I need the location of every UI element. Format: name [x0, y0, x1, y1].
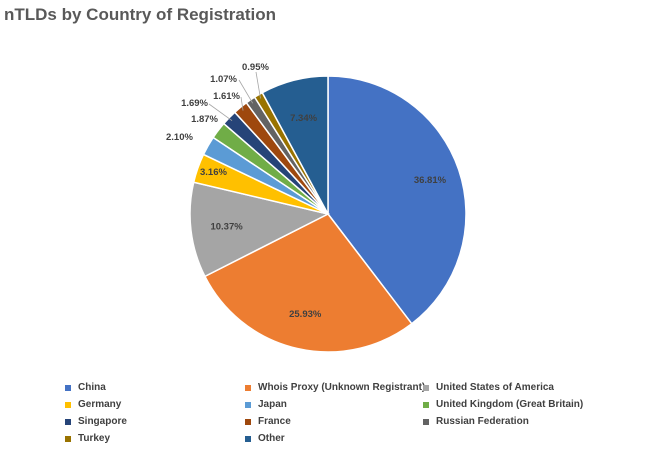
- data-label-singapore: 1.69%: [181, 98, 208, 109]
- leader-line-russian-federation: [238, 79, 254, 104]
- legend-item-france: France: [245, 416, 291, 427]
- data-label-other: 7.34%: [290, 113, 317, 124]
- pie-slice-united-states-of-america: [189, 181, 331, 278]
- chart-title: nTLDs by Country of Registration: [4, 5, 276, 24]
- legend-label: Turkey: [78, 433, 111, 444]
- data-label-russian-federation: 1.07%: [210, 74, 237, 85]
- legend-item-singapore: Singapore: [65, 416, 127, 427]
- legend-item-united-kingdom-great-britain: United Kingdom (Great Britain): [423, 399, 583, 410]
- legend-item-turkey: Turkey: [65, 433, 110, 444]
- legend-swatch: [245, 435, 251, 442]
- legend-swatch: [65, 418, 71, 425]
- legend-label: Germany: [78, 399, 122, 410]
- legend-swatch: [423, 384, 429, 391]
- legend-swatch: [245, 401, 251, 408]
- legend-label: United States of America: [436, 382, 554, 393]
- legend-item-germany: Germany: [65, 399, 121, 410]
- legend-swatch: [423, 401, 429, 408]
- data-label-united-states-of-america: 10.37%: [210, 222, 243, 233]
- leader-lines: [208, 71, 261, 121]
- legend-item-china: China: [65, 382, 106, 393]
- data-label-china: 36.81%: [414, 175, 447, 186]
- legend-swatch: [65, 401, 71, 408]
- pie-slice-china: [327, 75, 467, 325]
- legend-swatch: [423, 418, 429, 425]
- leader-line-france: [240, 96, 244, 111]
- legend-label: Other: [258, 433, 285, 444]
- data-label-whois-proxy-unknown-registrant: 25.93%: [289, 309, 322, 320]
- legend-label: France: [258, 416, 291, 427]
- legend-item-united-states-of-america: United States of America: [423, 382, 554, 393]
- legend-item-japan: Japan: [245, 399, 287, 410]
- data-label-france: 1.61%: [213, 91, 240, 102]
- legend-item-other: Other: [245, 433, 285, 444]
- legend-swatch: [65, 435, 71, 442]
- legend-swatch: [65, 384, 71, 391]
- leader-line-turkey: [255, 71, 261, 99]
- legend-label: Singapore: [78, 416, 127, 427]
- data-label-germany: 3.16%: [200, 167, 227, 178]
- legend-swatch: [245, 384, 251, 391]
- data-label-united-kingdom-great-britain: 1.87%: [191, 114, 218, 125]
- data-label-turkey: 0.95%: [242, 62, 269, 73]
- legend-item-russian-federation: Russian Federation: [423, 416, 529, 427]
- pie-slice-other: [261, 75, 329, 215]
- legend-label: Whois Proxy (Unknown Registrant): [258, 382, 426, 393]
- pie-chart: 36.81% 25.93% 10.37% 3.16% 2.10% 1.87% 1.69% 1.…: [166, 62, 467, 353]
- legend-swatch: [245, 418, 251, 425]
- legend-label: United Kingdom (Great Britain): [436, 399, 584, 410]
- legend-label: China: [78, 382, 106, 393]
- legend-label: Japan: [258, 399, 287, 410]
- pie-slice-whois-proxy-unknown-registrant: [203, 213, 413, 353]
- legend: China Whois Proxy (Unknown Registrant) Uni…: [0, 378, 656, 448]
- data-label-japan: 2.10%: [166, 132, 193, 143]
- pie-slices: [189, 75, 467, 353]
- legend-item-whois-proxy-unknown-registrant: Whois Proxy (Unknown Registrant): [245, 382, 425, 393]
- leader-line-singapore: [208, 103, 233, 121]
- data-labels: 36.81% 25.93% 10.37% 3.16% 2.10% 1.87% 1.69% 1.…: [166, 62, 447, 320]
- legend-label: Russian Federation: [436, 416, 529, 427]
